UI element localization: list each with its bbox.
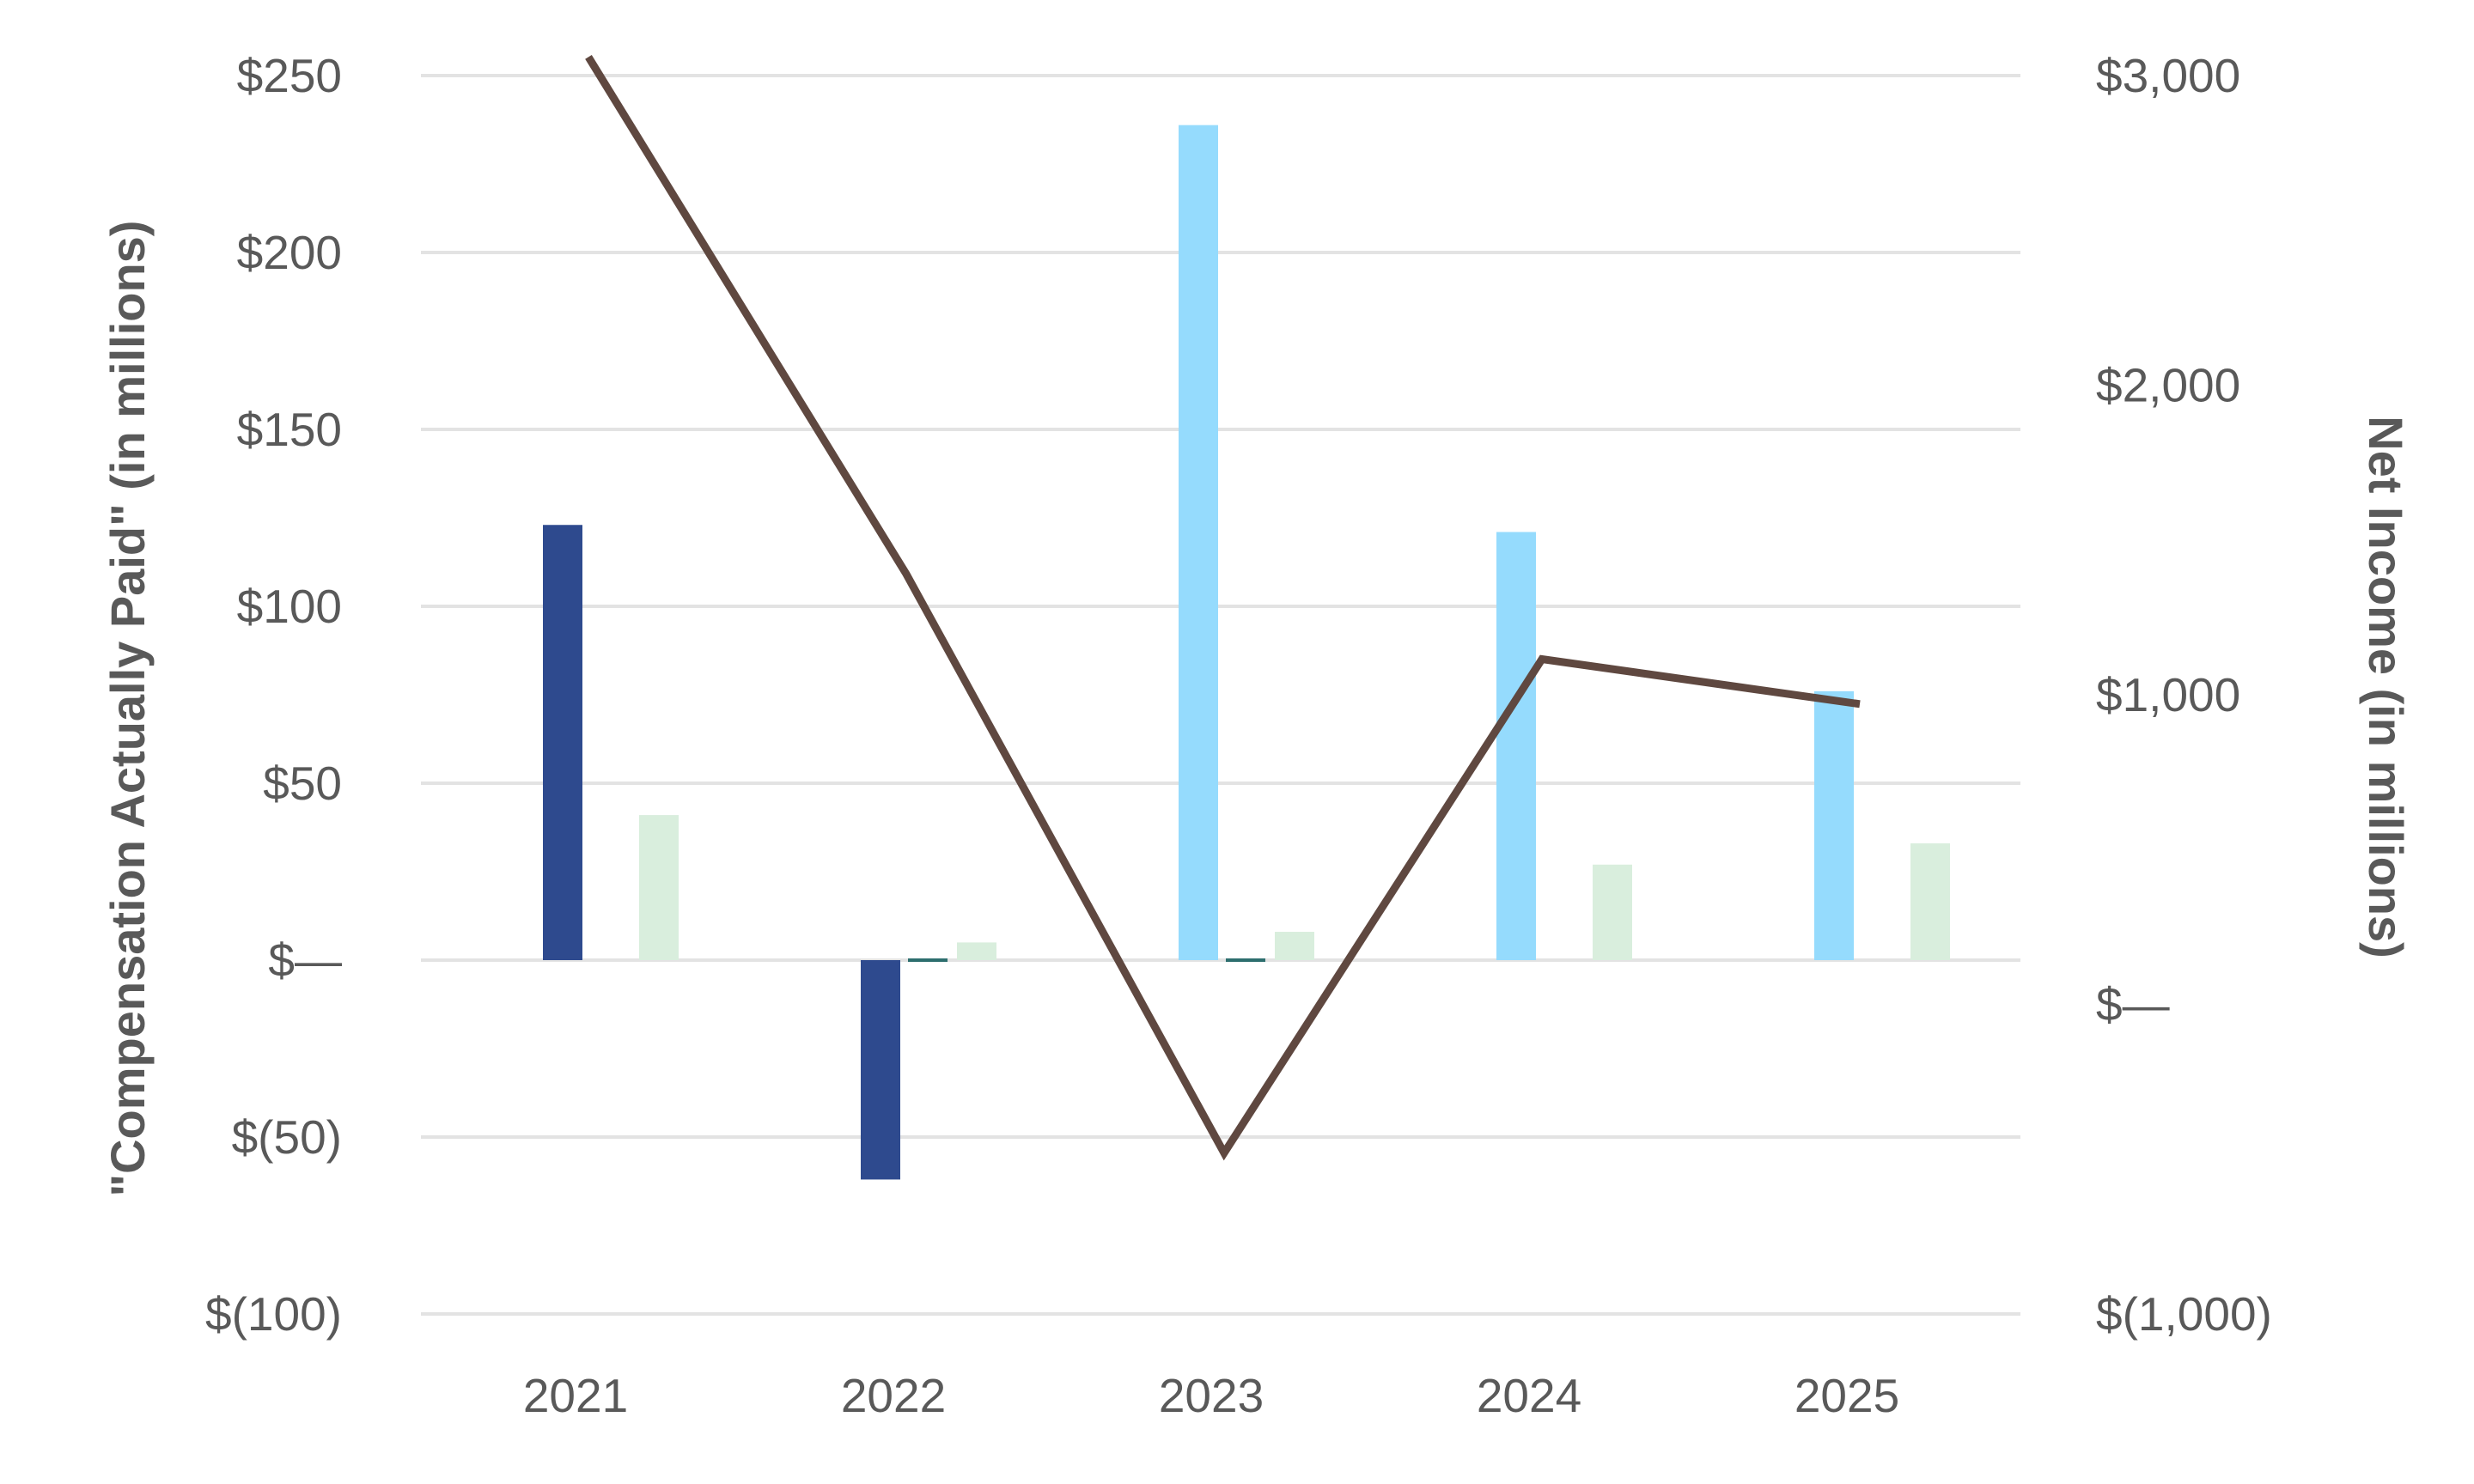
bar	[543, 525, 582, 960]
right-axis-tick-label: $1,000	[2096, 668, 2240, 721]
net-income-line	[585, 55, 1861, 1161]
gridlines	[421, 74, 2020, 1316]
bar	[1910, 843, 1950, 960]
bar	[1275, 932, 1314, 960]
left-axis-title: "Compensation Actually Paid" (in million…	[101, 221, 155, 1197]
x-axis-tick-label: 2023	[1159, 1369, 1264, 1422]
bar	[639, 815, 679, 960]
left-axis-tick-label: $50	[263, 757, 342, 810]
bar	[908, 958, 948, 962]
right-axis-ticks: $(1,000) $— $1,000 $2,000 $3,000	[2096, 49, 2272, 1341]
x-axis-ticks: 2021 2022 2023 2024 2025	[523, 1369, 1899, 1422]
bar	[861, 960, 900, 1180]
left-axis-tick-label: $250	[237, 49, 342, 102]
bar	[1593, 864, 1632, 960]
right-axis-tick-label: $2,000	[2096, 359, 2240, 412]
left-axis-ticks: $(100) $(50) $— $50 $100 $150 $200 $250	[205, 49, 342, 1341]
right-axis-tick-label: $3,000	[2096, 49, 2240, 102]
left-axis-tick-label: $150	[237, 403, 342, 456]
bars	[543, 125, 1950, 1180]
right-axis-tick-label: $(1,000)	[2096, 1287, 2272, 1341]
left-axis-tick-label: $100	[237, 580, 342, 633]
right-axis-tick-label: $—	[2096, 978, 2170, 1031]
left-axis-tick-label: $200	[237, 226, 342, 279]
x-axis-tick-label: 2024	[1477, 1369, 1581, 1422]
bar	[1496, 532, 1536, 960]
x-axis-tick-label: 2025	[1795, 1369, 1899, 1422]
right-axis-title: Net Income (in millions)	[2359, 416, 2413, 958]
left-axis-tick-label: $—	[268, 934, 342, 987]
bar	[1814, 690, 1854, 960]
left-axis-tick-label: $(100)	[205, 1287, 342, 1341]
left-axis-tick-label: $(50)	[232, 1110, 342, 1164]
bar	[957, 942, 996, 960]
x-axis-tick-label: 2022	[841, 1369, 946, 1422]
bar	[1179, 125, 1218, 960]
net-income-line-group	[585, 55, 1861, 1161]
bar	[1226, 958, 1265, 962]
x-axis-tick-label: 2021	[523, 1369, 628, 1422]
